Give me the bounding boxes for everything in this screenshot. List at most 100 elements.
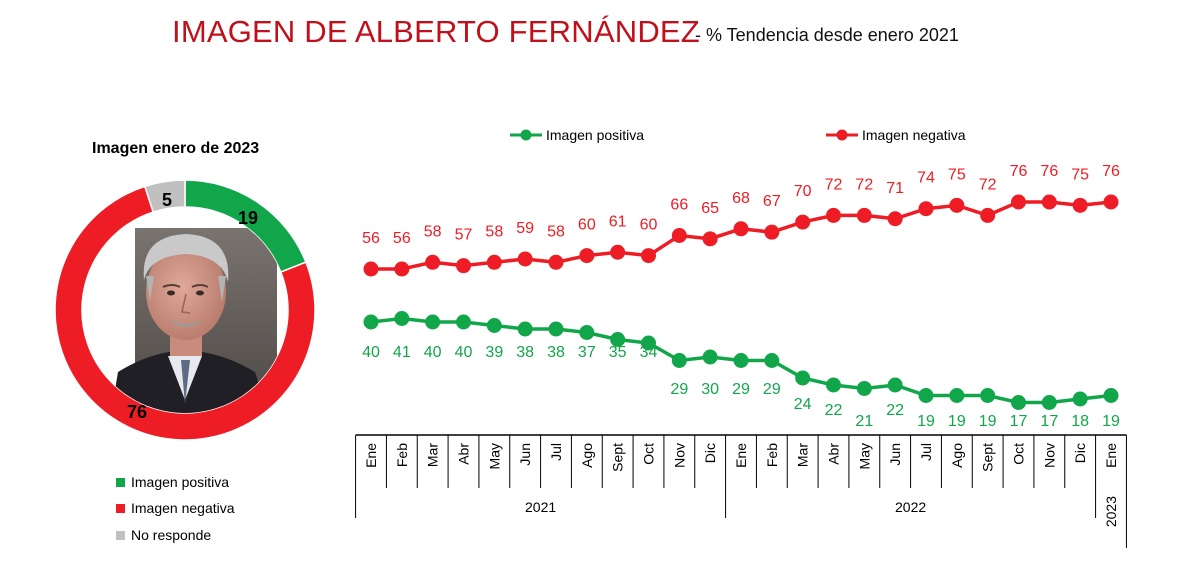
data-label-positive: 21 bbox=[855, 413, 873, 430]
data-label-negative: 57 bbox=[455, 227, 473, 244]
point-negative bbox=[702, 231, 718, 247]
legend-swatch-negative bbox=[116, 504, 125, 513]
data-label-positive: 40 bbox=[362, 344, 380, 361]
x-tick-label: Abr bbox=[826, 443, 842, 465]
point-positive bbox=[641, 335, 656, 351]
page-title: IMAGEN DE ALBERTO FERNÁNDEZ bbox=[172, 14, 700, 49]
donut-chart: 19 76 5 bbox=[54, 179, 316, 441]
point-positive bbox=[826, 377, 841, 393]
year-label: 2022 bbox=[895, 499, 926, 515]
data-label-positive: 34 bbox=[640, 344, 658, 361]
point-positive bbox=[1041, 395, 1057, 410]
point-positive bbox=[548, 321, 564, 337]
donut-slice-noresponse bbox=[143, 179, 186, 213]
point-positive bbox=[795, 370, 811, 386]
x-tick-label: Ago bbox=[949, 443, 965, 468]
legend-item-noresponse: No responde bbox=[116, 527, 211, 543]
legend-label-positive: Imagen positiva bbox=[546, 127, 644, 143]
x-tick-label: Ago bbox=[579, 443, 595, 468]
data-label-negative: 58 bbox=[547, 223, 565, 240]
data-label-negative: 76 bbox=[1010, 163, 1028, 180]
point-negative bbox=[856, 207, 872, 223]
x-tick-label: Oct bbox=[641, 443, 657, 465]
x-tick-label: Nov bbox=[1041, 443, 1057, 468]
point-negative bbox=[579, 248, 595, 264]
line-chart-legend: Imagen positiva Imagen negativa bbox=[510, 127, 966, 143]
x-tick-label: Sept bbox=[980, 443, 996, 472]
point-negative bbox=[918, 201, 934, 217]
point-negative bbox=[764, 224, 780, 240]
series-positive: 40 41 40 40 39 38 38 37 35 34 29 30 29 29 24 22 21 22 19 19… bbox=[362, 311, 1120, 430]
point-negative bbox=[486, 254, 502, 270]
x-tick-label: Feb bbox=[764, 443, 780, 467]
x-tick-label: Dic bbox=[1072, 443, 1088, 463]
data-label-positive: 22 bbox=[886, 402, 904, 419]
legend-swatch-noresponse bbox=[116, 531, 125, 540]
data-label-positive: 29 bbox=[732, 381, 750, 398]
data-label-positive: 19 bbox=[979, 413, 997, 430]
portrait-photo bbox=[110, 228, 277, 413]
data-label-positive: 41 bbox=[393, 344, 411, 361]
donut-value-labels: 19 76 5 bbox=[127, 190, 258, 422]
data-label-positive: 40 bbox=[424, 344, 442, 361]
point-negative bbox=[363, 261, 379, 277]
donut-title: Imagen enero de 2023 bbox=[92, 140, 260, 157]
page-subtitle: - % Tendencia desde enero 2021 bbox=[695, 25, 959, 45]
x-tick-label: Jun bbox=[887, 443, 903, 466]
x-tick-label: Jul bbox=[918, 443, 934, 461]
x-tick-label: Jul bbox=[548, 443, 564, 461]
point-positive bbox=[702, 349, 718, 365]
legend-swatch-positive bbox=[116, 478, 125, 487]
data-label-positive: 17 bbox=[1040, 413, 1058, 430]
data-label-positive: 22 bbox=[825, 402, 843, 419]
data-label-positive: 38 bbox=[516, 344, 534, 361]
point-negative bbox=[425, 254, 441, 270]
x-tick-label: Jun bbox=[517, 443, 533, 466]
point-positive bbox=[733, 353, 749, 368]
point-positive bbox=[1103, 388, 1119, 403]
donut-label-positive: 19 bbox=[238, 208, 258, 228]
point-negative bbox=[517, 251, 533, 267]
data-label-positive: 19 bbox=[1102, 413, 1120, 430]
point-negative bbox=[456, 258, 471, 274]
point-positive bbox=[918, 388, 934, 403]
legend-marker-negative bbox=[836, 129, 848, 141]
point-negative bbox=[826, 207, 841, 223]
line-series: 40 41 40 40 39 38 38 37 35 34 29 30 29 29 24 22 21 22 19 19… bbox=[362, 163, 1120, 430]
data-label-negative: 66 bbox=[670, 197, 688, 214]
point-positive bbox=[486, 318, 502, 333]
data-label-negative: 67 bbox=[763, 193, 781, 210]
point-positive bbox=[980, 388, 996, 403]
point-positive bbox=[1011, 395, 1026, 410]
x-tick-label: May bbox=[856, 443, 872, 469]
series-negative: 56 56 58 57 58 59 58 60 61 60 66 65 68 67 70 72 72 71 74 75… bbox=[362, 163, 1120, 277]
point-negative bbox=[949, 197, 965, 213]
point-negative bbox=[887, 211, 903, 227]
data-label-negative: 76 bbox=[1040, 163, 1058, 180]
point-negative bbox=[795, 214, 811, 230]
data-label-positive: 19 bbox=[917, 413, 935, 430]
data-label-positive: 39 bbox=[485, 344, 503, 361]
point-positive bbox=[363, 314, 379, 330]
x-tick-label: Dic bbox=[702, 443, 718, 463]
x-tick-label: Nov bbox=[671, 443, 687, 468]
data-label-positive: 38 bbox=[547, 344, 565, 361]
x-tick-label: Abr bbox=[456, 443, 472, 465]
data-label-negative: 60 bbox=[578, 217, 596, 234]
data-label-negative: 72 bbox=[855, 176, 873, 193]
data-label-positive: 37 bbox=[578, 344, 596, 361]
data-label-positive: 29 bbox=[670, 381, 688, 398]
point-negative bbox=[733, 221, 749, 237]
point-positive bbox=[394, 311, 410, 326]
data-label-negative: 58 bbox=[424, 223, 442, 240]
legend-label-noresponse: No responde bbox=[131, 527, 212, 543]
data-label-positive: 40 bbox=[455, 344, 473, 361]
data-label-positive: 29 bbox=[763, 381, 781, 398]
point-positive bbox=[671, 353, 687, 368]
donut-label-noresponse: 5 bbox=[162, 190, 172, 210]
data-label-negative: 75 bbox=[948, 166, 966, 183]
point-positive bbox=[887, 377, 903, 393]
data-label-negative: 65 bbox=[701, 200, 719, 217]
data-label-negative: 59 bbox=[516, 220, 534, 237]
